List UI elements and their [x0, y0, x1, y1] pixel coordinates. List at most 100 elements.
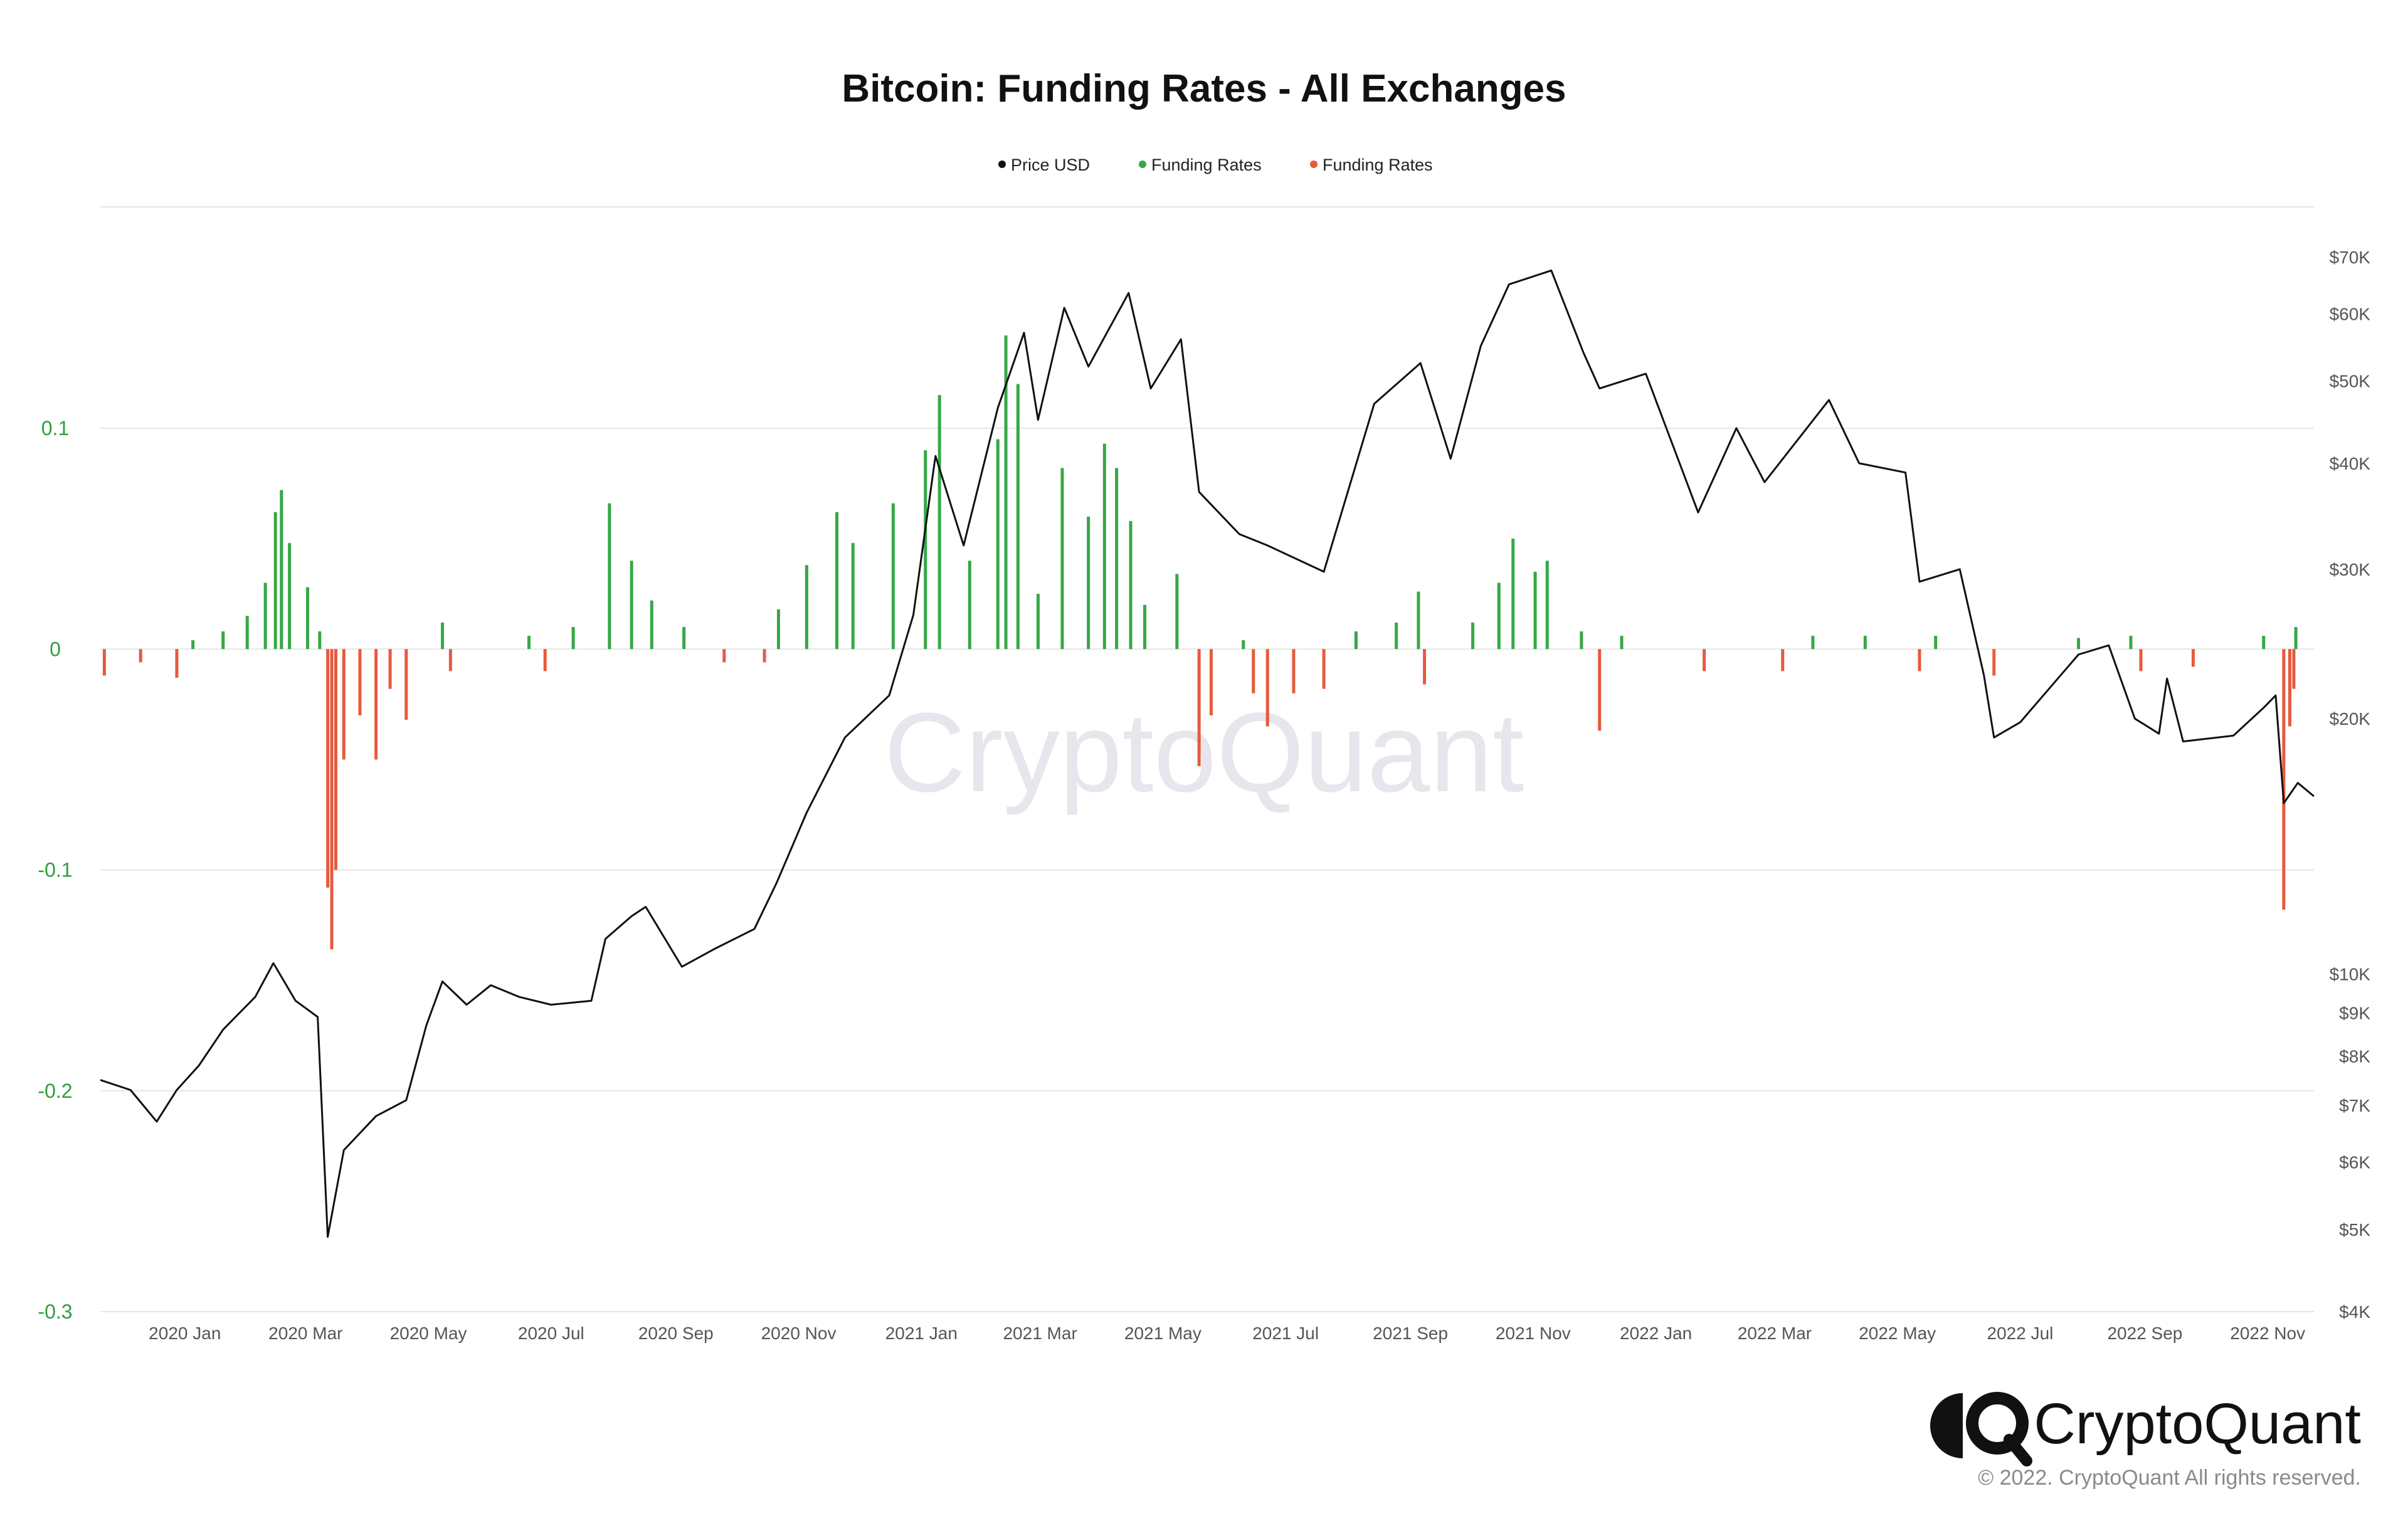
funding-bar-positive — [1471, 622, 1475, 650]
funding-bar-positive — [851, 543, 855, 650]
right-tick-label: $4K — [2339, 1302, 2370, 1322]
funding-bar-negative — [1252, 649, 1255, 693]
funding-bar-positive — [1004, 335, 1008, 650]
funding-bar-negative — [342, 649, 346, 760]
funding-bar-negative — [2282, 649, 2286, 910]
left-axis: 0.1 0 -0.1 -0.2 -0.3 — [38, 417, 72, 1323]
brand: CryptoQuant © 2022. CryptoQuant All righ… — [1930, 1392, 2361, 1490]
x-tick-label: 2022 Jan — [1620, 1324, 1692, 1343]
funding-bar-negative — [1322, 649, 1326, 689]
funding-bar-positive — [2077, 638, 2081, 650]
funding-bar-positive — [835, 512, 839, 650]
funding-bar-positive — [1545, 561, 1549, 650]
funding-bar-negative — [2292, 649, 2296, 689]
funding-bar-positive — [1620, 636, 1624, 650]
legend-label-funding-positive: Funding Rates — [1151, 155, 1262, 174]
x-tick-label: 2020 Sep — [638, 1324, 714, 1343]
funding-bar-negative — [1598, 649, 1602, 731]
x-tick-label: 2022 Jul — [1987, 1324, 2054, 1343]
funding-bar-positive — [1511, 539, 1515, 650]
price-line-layer — [100, 269, 2315, 1238]
funding-bar-positive — [1533, 571, 1537, 650]
x-tick-label: 2021 Jan — [885, 1324, 958, 1343]
funding-bar-positive — [608, 503, 611, 650]
x-tick-label: 2020 May — [390, 1324, 467, 1343]
funding-bar-negative — [1292, 649, 1296, 693]
funding-bar-positive — [441, 622, 445, 650]
funding-bar-negative — [358, 649, 362, 715]
funding-bar-positive — [891, 503, 895, 650]
funding-bar-positive — [1129, 520, 1133, 650]
funding-bar-positive — [191, 640, 195, 650]
right-tick-label: $30K — [2330, 560, 2371, 579]
funding-bar-negative — [543, 649, 547, 671]
funding-bar-positive — [650, 600, 653, 650]
funding-bar-positive — [1811, 636, 1815, 650]
funding-bar-negative — [175, 649, 179, 678]
x-tick-label: 2022 May — [1859, 1324, 1936, 1343]
price-line — [100, 269, 2315, 1238]
funding-bar-negative — [1918, 649, 1921, 671]
right-tick-label: $9K — [2339, 1003, 2370, 1023]
legend-label-price: Price USD — [1011, 155, 1090, 174]
right-tick-label: $40K — [2330, 454, 2371, 473]
funding-bar-positive — [280, 490, 283, 650]
funding-bar-negative — [139, 649, 142, 663]
legend-item-funding-positive[interactable]: Funding Rates — [1139, 155, 1262, 174]
right-tick-label: $6K — [2339, 1153, 2370, 1172]
funding-bar-negative — [763, 649, 766, 663]
funding-bar-negative — [1197, 649, 1201, 766]
funding-bar-positive — [968, 561, 971, 650]
left-tick-label: 0.1 — [41, 417, 69, 440]
right-tick-label: $60K — [2330, 305, 2371, 324]
funding-bar-positive — [1934, 636, 1938, 650]
funding-bar-negative — [334, 649, 337, 870]
x-tick-label: 2022 Nov — [2230, 1324, 2305, 1343]
right-tick-label: $20K — [2330, 709, 2371, 729]
funding-bar-positive — [571, 627, 575, 650]
funding-bar-positive — [630, 561, 633, 650]
copyright: © 2022. CryptoQuant All rights reserved. — [1978, 1466, 2361, 1490]
brand-name: CryptoQuant — [2034, 1392, 2361, 1456]
funding-bar-positive — [1242, 640, 1245, 650]
x-tick-label: 2020 Nov — [761, 1324, 837, 1343]
legend: Price USD Funding Rates Funding Rates — [998, 155, 1433, 174]
x-tick-label: 2020 Mar — [268, 1324, 342, 1343]
right-tick-label: $10K — [2330, 965, 2371, 984]
left-tick-label: -0.3 — [38, 1300, 72, 1323]
x-tick-label: 2021 Sep — [1373, 1324, 1448, 1343]
funding-bar-negative — [2288, 649, 2291, 727]
right-tick-label: $7K — [2339, 1096, 2370, 1115]
x-tick-label: 2021 Mar — [1003, 1324, 1077, 1343]
funding-bar-positive — [1863, 636, 1867, 650]
funding-bar-negative — [1992, 649, 1996, 676]
funding-bar-negative — [1703, 649, 1706, 671]
funding-bar-positive — [2294, 627, 2298, 650]
x-tick-label: 2022 Sep — [2107, 1324, 2182, 1343]
right-tick-label: $70K — [2330, 248, 2371, 267]
funding-bar-negative — [2191, 649, 2195, 667]
funding-bar-positive — [682, 627, 686, 650]
funding-bar-positive — [1143, 604, 1147, 650]
legend-item-price[interactable]: Price USD — [998, 155, 1090, 174]
funding-bar-negative — [102, 649, 106, 676]
legend-marker-funding-negative — [1310, 161, 1318, 168]
funding-bar-negative — [326, 649, 330, 888]
funding-bar-positive — [2262, 636, 2266, 650]
funding-bar-negative — [374, 649, 378, 760]
funding-bar-positive — [1102, 443, 1106, 650]
funding-bar-negative — [330, 649, 334, 950]
funding-bar-positive — [1175, 574, 1179, 650]
left-tick-label: -0.1 — [38, 859, 72, 882]
legend-item-funding-negative[interactable]: Funding Rates — [1310, 155, 1433, 174]
funding-bar-positive — [221, 631, 225, 650]
funding-bar-positive — [288, 543, 292, 650]
funding-bar-positive — [1497, 582, 1501, 650]
funding-bar-positive — [245, 616, 249, 650]
funding-bar-positive — [527, 636, 531, 650]
left-tick-label: 0 — [50, 638, 61, 660]
funding-bar-positive — [1016, 384, 1020, 650]
right-tick-label: $5K — [2339, 1220, 2370, 1240]
funding-bar-negative — [722, 649, 726, 663]
